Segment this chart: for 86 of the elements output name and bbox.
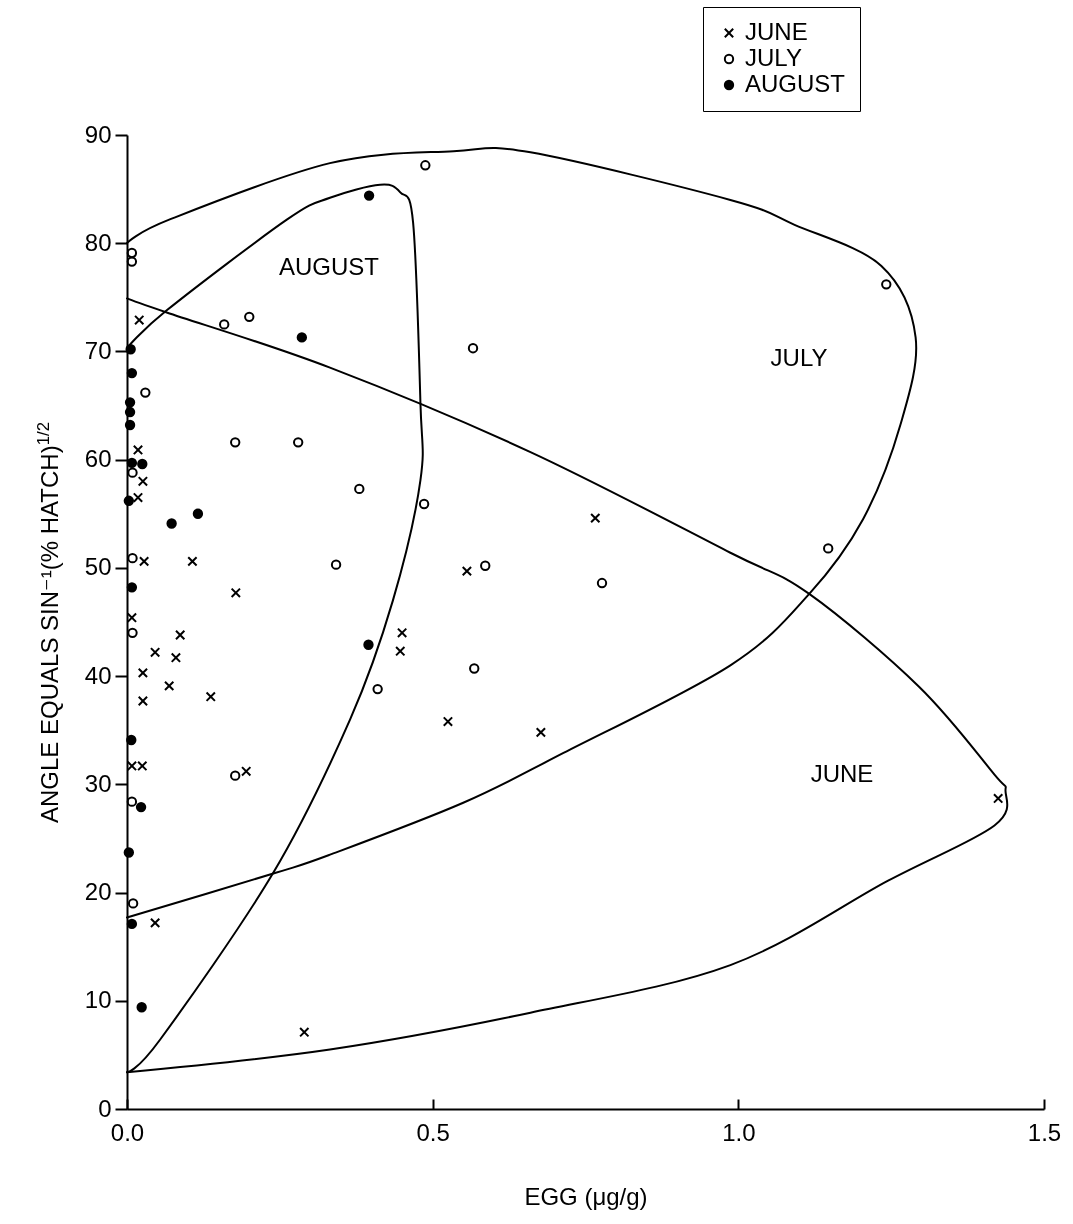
point xyxy=(469,663,480,674)
x-tick-label: 0.5 xyxy=(416,1118,450,1146)
y-tick-label: 30 xyxy=(84,769,112,797)
x-tick-label: 0.0 xyxy=(110,1118,145,1146)
x-axis-title: EGG (μg/g) xyxy=(524,1182,648,1210)
point xyxy=(230,770,241,781)
point xyxy=(175,629,186,641)
point xyxy=(596,577,608,589)
point xyxy=(395,646,406,657)
point xyxy=(166,518,177,529)
y-tick-label: 50 xyxy=(84,553,112,581)
point xyxy=(125,344,136,355)
point xyxy=(823,543,834,554)
point xyxy=(535,727,547,738)
point xyxy=(164,680,175,692)
point xyxy=(123,495,135,506)
point xyxy=(134,314,145,326)
y-tick-label: 70 xyxy=(84,336,112,364)
point xyxy=(127,627,138,638)
point xyxy=(363,639,374,650)
point xyxy=(126,918,138,930)
point xyxy=(126,734,137,746)
legend-label: JUNE xyxy=(745,18,808,45)
point xyxy=(330,559,342,570)
annotation: JUNE xyxy=(810,760,874,787)
point xyxy=(126,796,138,807)
legend-label: AUGUST xyxy=(745,70,846,97)
point xyxy=(442,716,454,727)
point xyxy=(132,444,144,456)
point xyxy=(992,793,1004,804)
point xyxy=(126,367,138,379)
point xyxy=(187,556,198,567)
point xyxy=(149,917,161,929)
point xyxy=(363,190,375,201)
y-tick-label: 0 xyxy=(98,1094,112,1122)
annotation: AUGUST xyxy=(278,253,380,280)
point xyxy=(135,801,147,813)
point xyxy=(244,311,255,322)
point xyxy=(372,683,383,695)
legend-label: JULY xyxy=(745,44,802,71)
point xyxy=(126,247,138,259)
y-tick-label: 10 xyxy=(84,986,112,1014)
y-tick-label: 60 xyxy=(84,445,112,473)
point xyxy=(420,160,431,171)
point xyxy=(123,847,135,858)
point xyxy=(137,458,148,470)
point xyxy=(299,1026,310,1038)
point xyxy=(149,647,161,658)
point xyxy=(140,387,151,398)
point xyxy=(396,627,408,639)
x-tick-label: 1.5 xyxy=(1027,1118,1062,1146)
point xyxy=(192,508,204,519)
point xyxy=(136,1002,147,1013)
point xyxy=(881,279,892,290)
point xyxy=(126,582,138,593)
point xyxy=(127,898,139,909)
annotation: JULY xyxy=(770,344,828,371)
point xyxy=(126,457,138,469)
y-tick-label: 90 xyxy=(84,120,112,148)
point xyxy=(219,319,230,330)
point xyxy=(467,343,479,354)
point xyxy=(127,467,138,478)
point xyxy=(137,667,149,679)
y-tick-label: 20 xyxy=(84,878,112,906)
point xyxy=(137,695,149,707)
point xyxy=(461,565,473,577)
point xyxy=(230,587,241,598)
point xyxy=(137,476,149,487)
point xyxy=(480,560,491,571)
point xyxy=(230,437,241,448)
point xyxy=(124,419,136,431)
point xyxy=(241,766,252,777)
point xyxy=(292,437,304,448)
x-tick-label: 1.0 xyxy=(722,1118,756,1146)
y-tick-label: 40 xyxy=(84,661,112,689)
point xyxy=(132,492,144,503)
point xyxy=(126,256,138,267)
point xyxy=(354,483,365,495)
point xyxy=(418,498,430,510)
point xyxy=(124,406,136,418)
point xyxy=(205,691,216,702)
point xyxy=(296,332,308,343)
point xyxy=(170,652,182,663)
point xyxy=(124,397,136,408)
y-tick-label: 80 xyxy=(84,228,112,256)
point xyxy=(590,512,601,524)
